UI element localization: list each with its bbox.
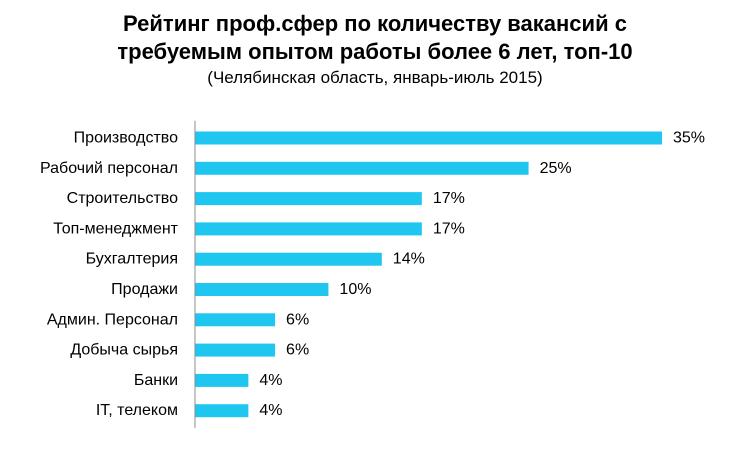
value-label-9: 4%	[259, 372, 282, 389]
value-label-6: 10%	[339, 281, 371, 298]
bars-group	[195, 131, 662, 418]
category-label-3: Строительство	[67, 190, 178, 207]
bar-8	[195, 343, 276, 357]
category-label-7: Админ. Персонал	[47, 311, 178, 328]
category-label-10: IT, телеком	[96, 402, 178, 419]
category-label-1: Производство	[74, 130, 178, 147]
value-label-7: 6%	[286, 311, 309, 328]
labels-group: Производство 35% Рабочий персонал 25% Строит…	[40, 130, 705, 420]
chart-title-block: Рейтинг проф.сфер по количеству вакансий…	[0, 10, 750, 89]
bar-4	[195, 222, 422, 236]
value-label-5: 14%	[393, 251, 425, 268]
category-label-4: Топ-менеджмент	[53, 220, 178, 237]
value-label-1: 35%	[673, 130, 705, 147]
category-label-9: Банки	[134, 372, 178, 389]
bar-10	[195, 404, 249, 418]
bar-2	[195, 161, 529, 175]
value-label-8: 6%	[286, 342, 309, 359]
bar-9	[195, 373, 249, 387]
bar-7	[195, 313, 276, 327]
bar-6	[195, 283, 329, 296]
bar-3	[195, 192, 422, 206]
value-label-4: 17%	[433, 220, 465, 237]
value-label-3: 17%	[433, 190, 465, 207]
value-label-10: 4%	[259, 402, 282, 419]
category-label-2: Рабочий персонал	[40, 160, 178, 177]
category-label-6: Продажи	[111, 281, 178, 298]
chart-subtitle: (Челябинская область, январь-июль 2015)	[207, 68, 543, 87]
value-label-2: 25%	[540, 160, 572, 177]
chart-title-line-1: Рейтинг проф.сфер по количеству вакансий…	[123, 11, 627, 36]
bar-1	[195, 131, 662, 145]
category-label-5: Бухгалтерия	[86, 251, 178, 268]
category-label-8: Добыча сырья	[70, 342, 178, 359]
bar-5	[195, 252, 382, 266]
chart-title-line-2: требуемым опытом работы более 6 лет, топ…	[117, 39, 633, 64]
